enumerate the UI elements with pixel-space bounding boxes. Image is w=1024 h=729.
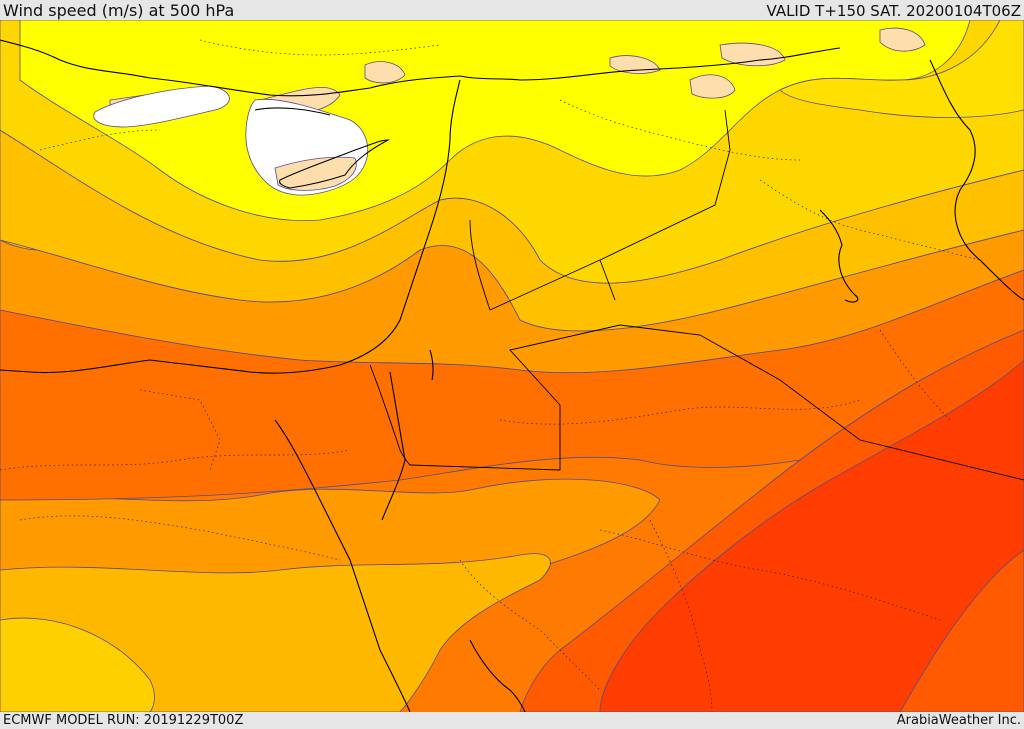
band-gold-sw [0, 617, 155, 712]
band-yellow-east [779, 20, 1024, 118]
header-bar: Wind speed (m/s) at 500 hPa VALID T+150 … [0, 0, 1024, 20]
patch-tan-3 [364, 61, 406, 84]
patch-tan-4 [689, 74, 736, 99]
internal-borders [0, 39, 981, 712]
map-title: Wind speed (m/s) at 500 hPa [3, 1, 235, 20]
valid-time-label: VALID T+150 SAT. 20200104T06Z [766, 2, 1021, 20]
wind-speed-map [0, 20, 1024, 712]
patch-tan-7 [879, 27, 926, 52]
patch-tan-cyprus [274, 156, 357, 191]
patch-tan-6 [609, 55, 661, 74]
credit-label: ArabiaWeather Inc. [896, 713, 1021, 728]
patch-white-1 [93, 85, 230, 128]
footer-bar: ECMWF MODEL RUN: 20191229T00Z ArabiaWeat… [0, 712, 1024, 729]
political-borders [369, 109, 1024, 481]
band-red-core [599, 359, 1024, 712]
coastlines [0, 39, 1024, 712]
model-run-label: ECMWF MODEL RUN: 20191229T00Z [3, 713, 244, 728]
